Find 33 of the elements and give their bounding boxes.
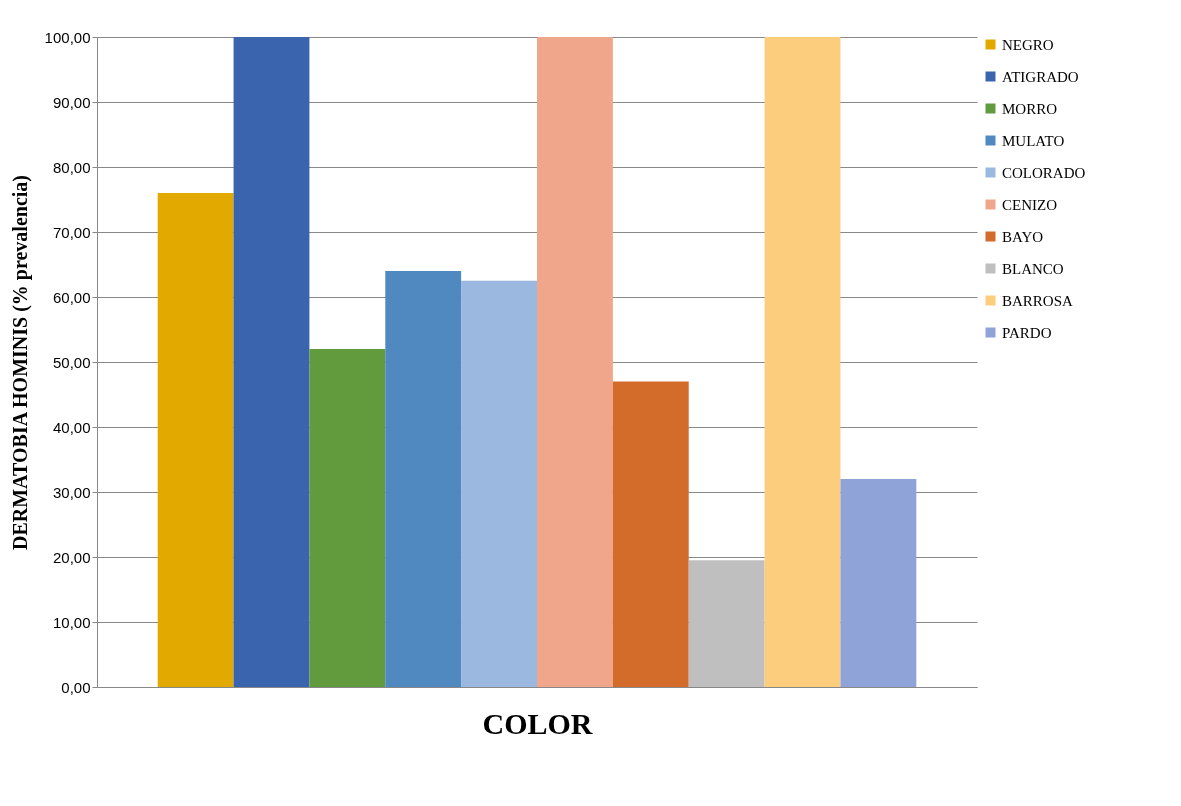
y-tick-label: 20,00 (52, 548, 91, 566)
y-tick-label: 10,00 (52, 613, 91, 631)
y-tick-label: 70,00 (52, 223, 91, 241)
legend-label: MULATO (1002, 132, 1065, 149)
legend-label: ATIGRADO (1002, 68, 1079, 85)
bar (157, 193, 234, 687)
y-tick-label: 0,00 (61, 678, 91, 696)
y-tick-label: 40,00 (52, 418, 91, 436)
bar (461, 280, 537, 687)
y-tick-label: 30,00 (52, 483, 91, 501)
bar (233, 37, 310, 687)
bar (688, 560, 765, 687)
bar (537, 37, 613, 687)
y-tick-label: 80,00 (52, 158, 91, 176)
legend-label: BAYO (1002, 228, 1044, 245)
bar (612, 381, 689, 687)
y-axis-title: DERMATOBIA HOMINIS (% prevalencia) (8, 174, 32, 551)
bar (764, 37, 841, 687)
legend-label: PARDO (1002, 324, 1052, 341)
y-tick-label: 90,00 (52, 93, 91, 111)
legend-label: COLORADO (1002, 164, 1086, 181)
legend-label: CENIZO (1002, 196, 1058, 213)
bar (840, 479, 917, 687)
y-tick-label: 100,00 (44, 28, 91, 46)
legend-label: BARROSA (1002, 292, 1074, 309)
y-tick-label: 60,00 (52, 288, 91, 306)
legend-label: NEGRO (1002, 36, 1054, 53)
y-tick-label: 50,00 (52, 353, 91, 371)
x-axis-title: COLOR (482, 706, 593, 740)
legend-label: BLANCO (1002, 260, 1064, 277)
bar (309, 349, 386, 687)
legend-label: MORRO (1002, 100, 1058, 117)
bar (385, 271, 462, 687)
